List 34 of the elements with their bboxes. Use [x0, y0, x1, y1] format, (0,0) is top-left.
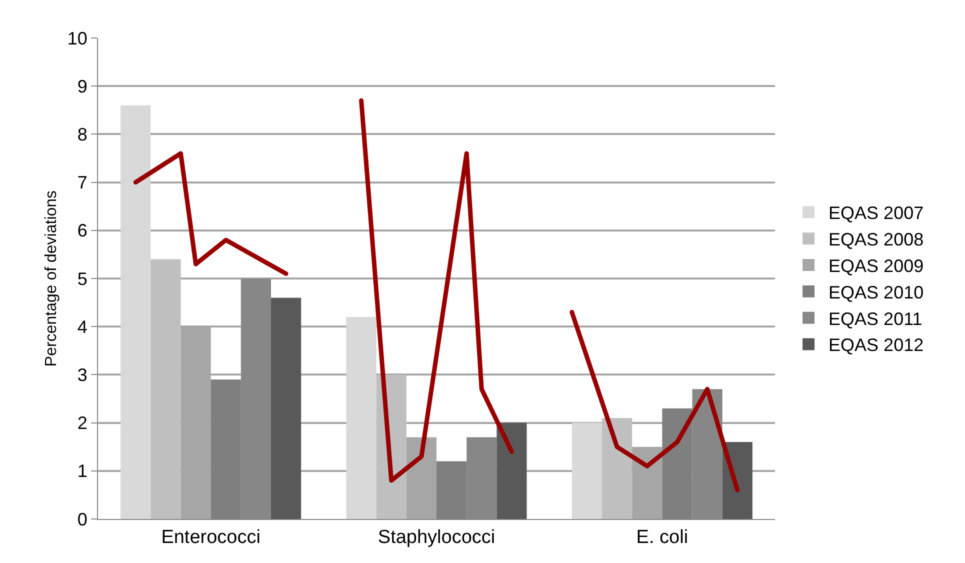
- legend-label: EQAS 2010: [828, 282, 924, 302]
- y-tick-label: 1: [77, 461, 88, 482]
- y-tick-label: 4: [77, 316, 88, 337]
- bar: [346, 316, 376, 519]
- bar: [632, 446, 662, 519]
- bar: [271, 298, 302, 519]
- legend-label: EQAS 2008: [828, 230, 924, 250]
- x-tick-label: E. coli: [636, 526, 688, 548]
- legend-label: EQAS 2009: [828, 256, 924, 276]
- line-series: [359, 98, 514, 483]
- y-tick-label: 8: [77, 124, 88, 144]
- bar: [722, 442, 752, 519]
- y-tick-label: 7: [77, 172, 88, 193]
- legend-label: EQAS 2007: [828, 203, 924, 224]
- y-tick-label: 5: [77, 268, 88, 289]
- bar: [150, 259, 181, 519]
- y-tick-label: 0: [77, 509, 88, 530]
- y-tick-label: 9: [77, 76, 88, 96]
- legend-label: EQAS 2012: [828, 335, 924, 356]
- x-tick-label: Staphylococci: [378, 526, 496, 548]
- bar: [120, 105, 151, 519]
- line-series: [133, 151, 288, 276]
- y-tick-label: 10: [67, 28, 88, 48]
- legend-label: EQAS 2011: [828, 308, 922, 329]
- bar: [572, 422, 602, 519]
- line-series: [570, 310, 740, 492]
- x-tick-label: Enterococci: [161, 526, 260, 548]
- bar: [406, 437, 436, 519]
- y-tick-label: 6: [77, 220, 88, 241]
- bar: [496, 422, 527, 519]
- bar: [602, 418, 632, 519]
- y-axis-title: Percentage of deviations: [43, 190, 60, 367]
- y-tick-label: 2: [77, 413, 88, 434]
- y-tick-label: 3: [77, 365, 88, 385]
